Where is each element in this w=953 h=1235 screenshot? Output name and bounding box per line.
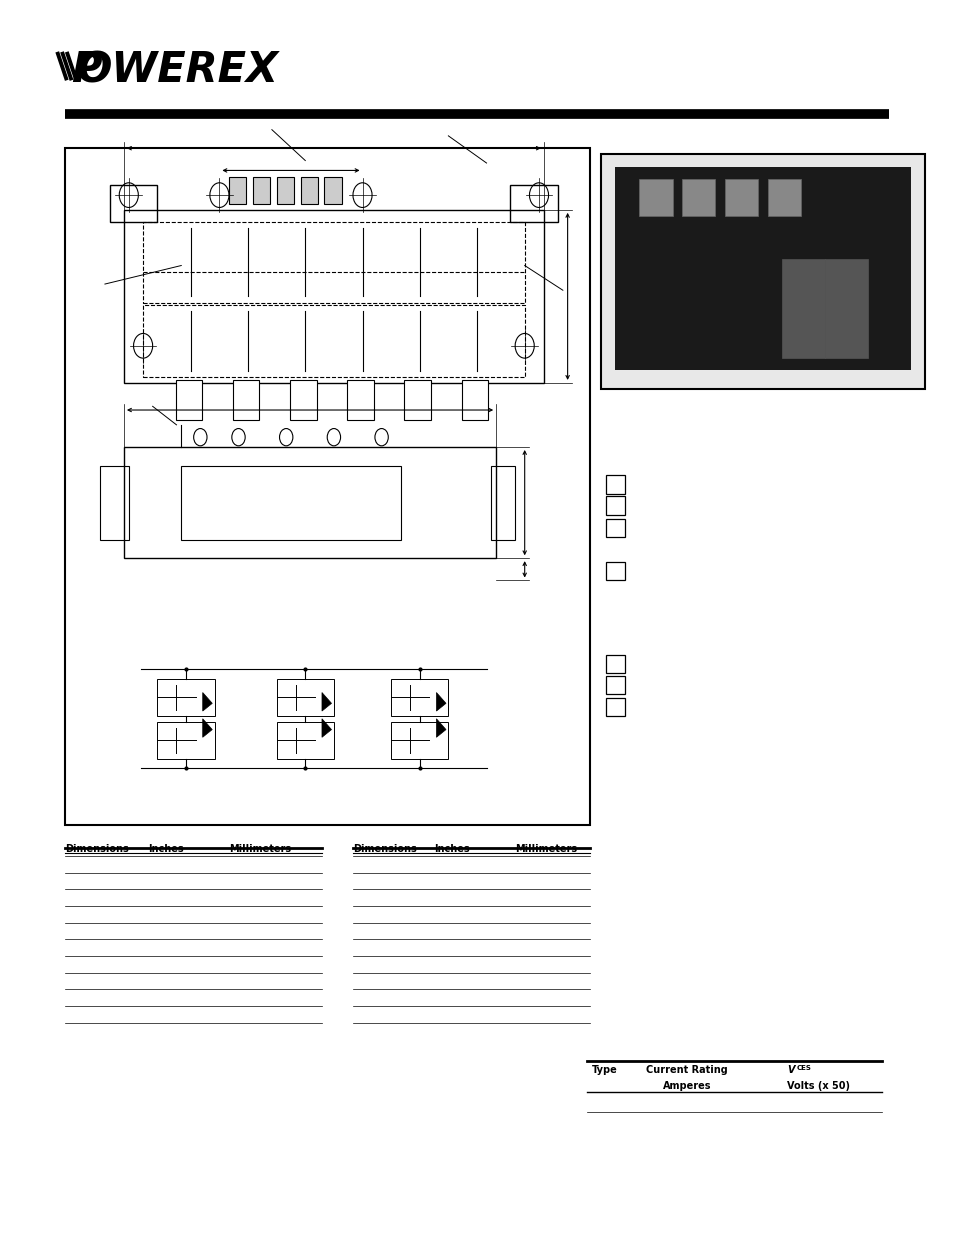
Text: Dimensions: Dimensions (353, 844, 416, 853)
Bar (824, 259, 867, 358)
Polygon shape (321, 693, 332, 711)
Bar (605, 519, 624, 537)
Bar (681, 179, 715, 216)
Text: CES: CES (796, 1065, 811, 1071)
Bar (605, 562, 624, 580)
Polygon shape (436, 693, 445, 711)
Bar (605, 496, 624, 515)
Bar (157, 721, 214, 758)
Polygon shape (436, 719, 445, 737)
Bar (124, 447, 496, 558)
Bar (233, 380, 259, 420)
Bar (391, 721, 448, 758)
Text: Current Rating: Current Rating (645, 1065, 727, 1074)
Text: Amperes: Amperes (662, 1081, 710, 1091)
Polygon shape (321, 719, 332, 737)
Bar (605, 475, 624, 494)
Bar (175, 380, 202, 420)
Bar (461, 380, 488, 420)
Text: OWEREX: OWEREX (76, 49, 278, 91)
Bar (276, 721, 334, 758)
Bar (605, 698, 624, 716)
Bar (605, 655, 624, 673)
Bar (276, 177, 294, 204)
Bar (781, 259, 824, 358)
Bar (276, 679, 334, 716)
Text: P: P (71, 49, 102, 91)
Text: Millimeters: Millimeters (229, 844, 291, 853)
Bar (229, 177, 246, 204)
Text: Dimensions: Dimensions (65, 844, 129, 853)
Text: Inches: Inches (148, 844, 183, 853)
Bar (143, 222, 524, 303)
Bar (404, 380, 431, 420)
Bar (324, 177, 341, 204)
Bar (143, 305, 524, 377)
Text: Volts (x 50): Volts (x 50) (786, 1081, 849, 1091)
Bar (300, 177, 317, 204)
Bar (290, 380, 316, 420)
Bar (600, 154, 924, 389)
Bar (615, 167, 910, 370)
Bar (767, 179, 801, 216)
Text: Inches: Inches (434, 844, 469, 853)
Bar (157, 679, 214, 716)
Bar (491, 466, 515, 540)
Bar (510, 185, 558, 222)
Bar (124, 210, 543, 383)
Bar (347, 380, 374, 420)
Bar (605, 676, 624, 694)
Text: Type: Type (591, 1065, 617, 1074)
Text: Millimeters: Millimeters (515, 844, 577, 853)
Bar (65, 148, 589, 825)
Bar (100, 466, 129, 540)
Bar (391, 679, 448, 716)
Bar (724, 179, 758, 216)
Bar (253, 177, 270, 204)
Bar (110, 185, 157, 222)
Bar (181, 466, 400, 540)
Polygon shape (202, 719, 212, 737)
Bar (639, 179, 672, 216)
Text: V: V (786, 1065, 794, 1074)
Polygon shape (202, 693, 212, 711)
